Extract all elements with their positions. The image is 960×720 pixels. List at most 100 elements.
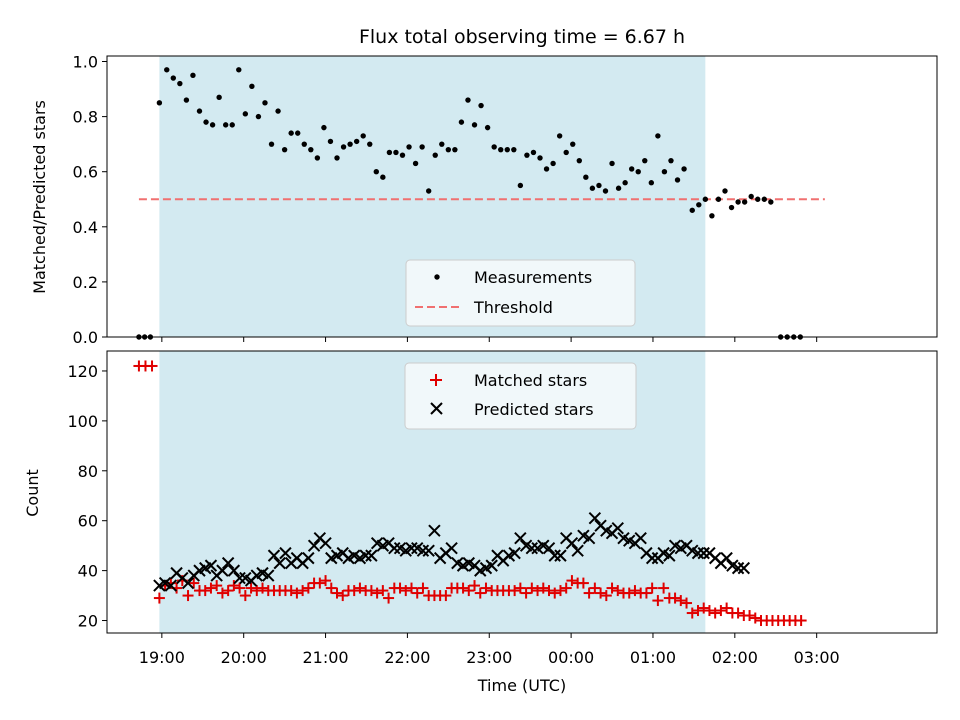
bottom-x-ticks: 19:00 20:00 21:00 22:00 23:00 00:00 01:00 02:00… — [139, 633, 840, 667]
measurement-point — [661, 169, 668, 175]
top-legend: Measurements Threshold — [405, 259, 636, 327]
matched-star-point — [532, 585, 544, 597]
predicted-star-point — [514, 531, 527, 545]
y-tick-label: 60 — [78, 512, 98, 531]
measurement-point — [524, 152, 530, 158]
measurement-point — [491, 144, 497, 150]
measurement-point — [399, 152, 406, 158]
matched-star-point — [228, 580, 240, 592]
matched-star-point — [457, 582, 469, 594]
matched-star-point — [692, 605, 704, 617]
matched-star-point — [623, 587, 635, 599]
matched-star-point — [302, 582, 314, 594]
x-tick-label: 02:00 — [712, 648, 758, 667]
measurement-point — [635, 169, 641, 175]
predicted-star-point — [525, 541, 539, 555]
predicted-star-point — [508, 546, 521, 560]
legend-matched-marker — [430, 374, 442, 386]
measurement-point — [386, 149, 393, 156]
matched-star-point — [589, 582, 601, 594]
predicted-star-point — [554, 549, 567, 562]
measurement-point — [164, 67, 170, 73]
measurement-point — [301, 141, 307, 147]
measurement-point — [722, 188, 728, 194]
top-legend-box — [405, 259, 636, 327]
predicted-star-point — [691, 546, 705, 560]
measurement-point — [380, 174, 386, 180]
matched-star-point — [320, 575, 332, 587]
predicted-star-point — [663, 549, 676, 562]
measurement-point — [628, 166, 635, 172]
bottom-y-ticks: 20 40 60 80 100 120 — [67, 362, 107, 631]
measurement-point — [295, 130, 301, 136]
measurement-point — [347, 141, 353, 147]
measurement-point — [170, 75, 177, 81]
measurement-point — [236, 67, 242, 73]
matched-star-point — [291, 587, 303, 599]
legend-measurements-marker — [434, 274, 440, 280]
legend-predicted-marker — [430, 402, 443, 415]
matched-star-point — [182, 590, 194, 602]
measurement-point — [655, 133, 661, 139]
measurement-point — [570, 141, 576, 147]
matched-star-point — [715, 605, 727, 617]
measurement-point — [445, 146, 452, 153]
matched-star-point — [417, 582, 429, 594]
predicted-star-point — [428, 524, 441, 537]
measurement-point — [249, 83, 255, 90]
predicted-star-point — [221, 556, 235, 570]
measurement-point — [406, 144, 412, 150]
x-tick-label: 21:00 — [302, 648, 348, 667]
predicted-star-point — [416, 544, 430, 557]
predicted-star-point — [307, 539, 321, 552]
matched-star-point — [400, 585, 412, 597]
measurement-point — [334, 155, 340, 161]
y-tick-label: 80 — [78, 462, 98, 481]
predicted-star-point — [233, 571, 246, 585]
predicted-star-point — [697, 546, 710, 560]
matched-star-point — [595, 587, 607, 599]
matched-star-point — [405, 582, 417, 594]
predicted-star-point — [181, 576, 195, 590]
legend-measurements-label: Measurements — [474, 268, 592, 287]
measurement-point — [642, 157, 648, 164]
matched-star-point — [394, 582, 406, 594]
measurement-point — [156, 100, 163, 106]
predicted-star-point — [588, 511, 602, 525]
y-tick-label: 0.0 — [73, 328, 98, 347]
matched-star-point — [325, 582, 337, 594]
matched-star-point — [239, 590, 251, 602]
measurement-point — [412, 160, 419, 167]
matched-star-point — [440, 590, 452, 602]
matched-star-point — [222, 585, 234, 597]
measurement-point — [609, 160, 615, 167]
measurement-point — [498, 146, 504, 153]
matched-star-point — [658, 582, 670, 594]
measurement-point — [321, 124, 327, 131]
predicted-star-point — [720, 551, 733, 565]
matched-star-point — [257, 582, 269, 594]
measurement-point — [768, 199, 774, 205]
measurement-point — [741, 199, 748, 205]
x-tick-label: 22:00 — [384, 648, 430, 667]
top-y-ticks: 0.0 0.2 0.4 0.6 0.8 1.0 — [73, 53, 107, 347]
matched-star-point — [153, 592, 165, 604]
measurement-point — [511, 146, 517, 153]
measurement-point — [668, 157, 674, 164]
predicted-star-point — [273, 556, 286, 570]
matched-star-point — [721, 602, 733, 614]
matched-star-point — [795, 615, 807, 627]
measurement-point — [255, 113, 262, 120]
measurement-point — [583, 174, 589, 180]
y-tick-label: 0.8 — [73, 108, 98, 127]
measurement-point — [308, 146, 314, 153]
measurement-point — [484, 124, 491, 131]
measurement-point — [439, 141, 445, 147]
matched-star-point — [216, 587, 228, 599]
matched-star-point — [612, 585, 624, 597]
y-tick-label: 40 — [78, 562, 98, 581]
predicted-star-point — [359, 549, 372, 562]
measurement-point — [229, 122, 235, 128]
measurement-point — [689, 207, 695, 213]
